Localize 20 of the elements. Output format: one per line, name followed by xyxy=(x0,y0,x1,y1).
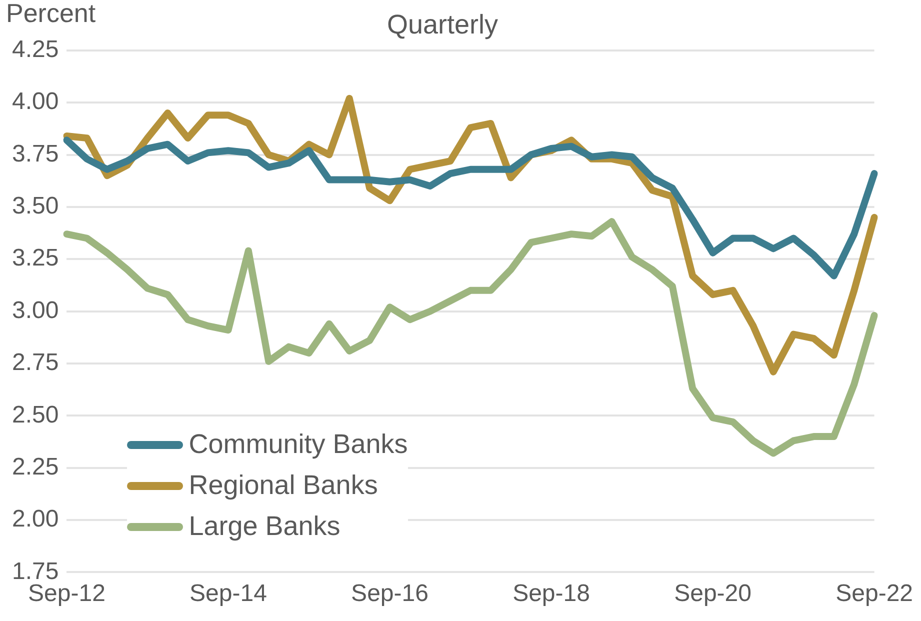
x-tick-label: Sep-18 xyxy=(512,580,590,608)
y-tick-label: 3.50 xyxy=(12,192,59,220)
y-tick-label: 4.00 xyxy=(12,88,59,116)
x-tick-label: Sep-16 xyxy=(351,580,428,608)
y-tick-label: 2.75 xyxy=(12,349,59,376)
y-tick-label: 4.25 xyxy=(12,36,59,64)
x-tick-label: Sep-20 xyxy=(674,580,752,608)
y-tick-label: 2.25 xyxy=(12,453,59,480)
y-axis-title: Percent xyxy=(6,0,96,28)
y-tick-label: 2.00 xyxy=(12,506,59,533)
y-tick-label: 3.75 xyxy=(12,140,59,168)
legend-label: Community Banks xyxy=(188,429,408,460)
chart-title: Quarterly xyxy=(386,10,499,40)
y-tick-label: 3.25 xyxy=(12,244,59,272)
x-tick-label: Sep-14 xyxy=(190,580,267,608)
y-tick-label: 2.50 xyxy=(12,401,59,428)
legend-label: Regional Banks xyxy=(188,470,378,502)
legend-label: Large Banks xyxy=(188,511,340,542)
y-tick-label: 3.00 xyxy=(12,296,59,324)
x-tick-label: Sep-22 xyxy=(836,580,913,608)
